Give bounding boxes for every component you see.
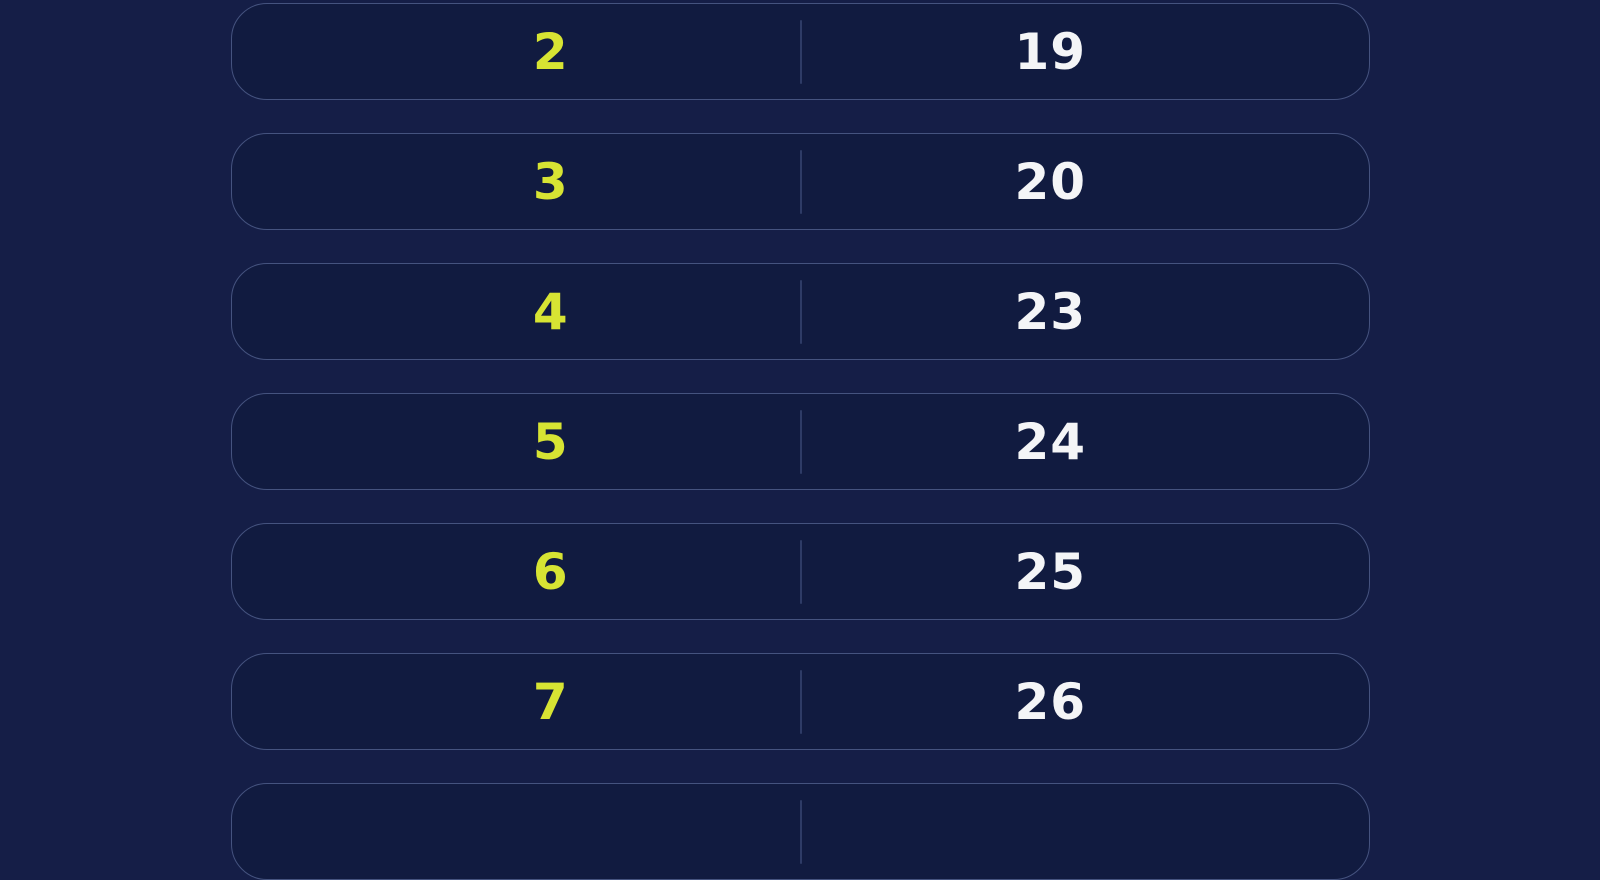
row-left-value: 5 — [532, 412, 569, 471]
row-right-value — [802, 784, 1300, 879]
cell-divider — [799, 539, 802, 604]
cell-divider — [799, 669, 802, 734]
row-right-value: 23 — [1014, 282, 1087, 341]
table-row: 5 24 — [231, 393, 1370, 490]
row-left-value: 3 — [532, 152, 569, 211]
row-left-value: 2 — [532, 22, 569, 81]
table-row: 4 23 — [231, 263, 1370, 360]
row-right-value: 24 — [1014, 412, 1087, 471]
row-right-value: 26 — [1014, 672, 1087, 731]
row-right-value: 20 — [1014, 152, 1087, 211]
cell-divider — [799, 279, 802, 344]
row-left-value: 7 — [532, 672, 569, 731]
cell-divider — [799, 149, 802, 214]
row-left-value: 4 — [532, 282, 569, 341]
table-row — [231, 783, 1370, 880]
cell-divider — [799, 19, 802, 84]
table-row: 7 26 — [231, 653, 1370, 750]
row-left-value: 6 — [532, 542, 569, 601]
row-right-value: 19 — [1014, 22, 1087, 81]
row-left-value — [302, 784, 800, 879]
results-table: 2 19 3 20 4 23 5 24 6 25 7 26 — [231, 3, 1370, 880]
cell-divider — [799, 409, 802, 474]
table-row: 6 25 — [231, 523, 1370, 620]
table-row: 2 19 — [231, 3, 1370, 100]
row-right-value: 25 — [1014, 542, 1087, 601]
table-row: 3 20 — [231, 133, 1370, 230]
